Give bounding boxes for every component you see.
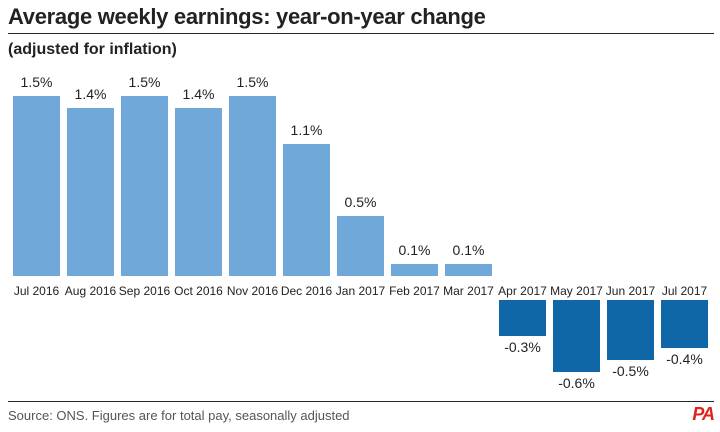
data-label-7: 0.1%: [399, 242, 431, 258]
bar-6: [337, 216, 384, 276]
pa-logo: PA: [692, 404, 715, 424]
bar-11: [607, 300, 654, 360]
bar-3: [175, 108, 222, 276]
footer-rule: [8, 401, 714, 402]
bar-8: [445, 264, 492, 276]
category-label-7: Feb 2017: [389, 284, 440, 298]
category-label-0: Jul 2016: [14, 284, 60, 298]
category-label-2: Sep 2016: [119, 284, 171, 298]
data-label-8: 0.1%: [453, 242, 485, 258]
category-label-3: Oct 2016: [174, 284, 223, 298]
bar-4: [229, 96, 276, 276]
data-label-3: 1.4%: [183, 86, 215, 102]
data-label-4: 1.5%: [237, 74, 269, 90]
data-label-12: -0.4%: [666, 351, 703, 367]
bar-7: [391, 264, 438, 276]
bar-10: [553, 300, 600, 372]
data-label-10: -0.6%: [558, 375, 595, 391]
category-label-11: Jun 2017: [606, 284, 656, 298]
chart-subtitle: (adjusted for inflation): [8, 41, 177, 58]
data-label-1: 1.4%: [75, 86, 107, 102]
bar-12: [661, 300, 708, 348]
category-label-9: Apr 2017: [498, 284, 547, 298]
category-label-1: Aug 2016: [65, 284, 117, 298]
data-label-0: 1.5%: [21, 74, 53, 90]
category-label-4: Nov 2016: [227, 284, 279, 298]
data-label-6: 0.5%: [345, 194, 377, 210]
category-label-10: May 2017: [550, 284, 603, 298]
bar-9: [499, 300, 546, 336]
bar-1: [67, 108, 114, 276]
title-rule: [8, 33, 714, 34]
data-label-5: 1.1%: [291, 122, 323, 138]
data-label-9: -0.3%: [504, 339, 541, 355]
chart-title: Average weekly earnings: year-on-year ch…: [8, 4, 486, 29]
bar-5: [283, 144, 330, 276]
bar-0: [13, 96, 60, 276]
category-label-12: Jul 2017: [662, 284, 708, 298]
data-label-11: -0.5%: [612, 363, 649, 379]
category-label-8: Mar 2017: [443, 284, 494, 298]
bar-2: [121, 96, 168, 276]
category-label-6: Jan 2017: [336, 284, 386, 298]
source-note: Source: ONS. Figures are for total pay, …: [8, 408, 350, 423]
data-label-2: 1.5%: [129, 74, 161, 90]
category-label-5: Dec 2016: [281, 284, 333, 298]
